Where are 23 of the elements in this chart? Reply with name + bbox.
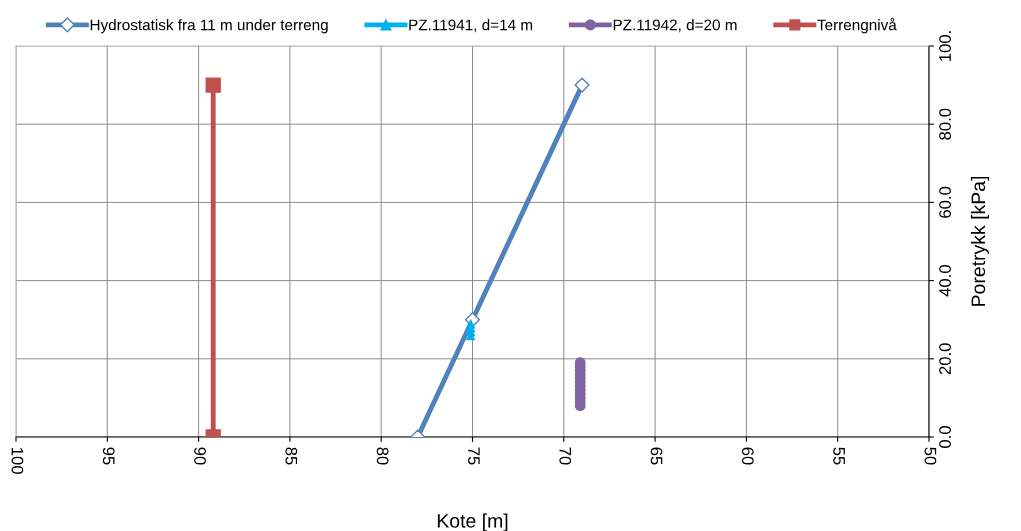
- x-tick-label: 60: [741, 447, 754, 465]
- y-axis-title: Poretrykk [kPa]: [970, 176, 990, 306]
- y-tick-label: 60.0: [939, 186, 951, 218]
- x-tick-label: 100: [11, 447, 24, 474]
- x-tick-label: 70: [559, 447, 572, 465]
- x-tick-label: 50: [924, 447, 937, 465]
- y-tick-label: 20.0: [939, 343, 951, 375]
- x-tick-label: 75: [468, 447, 480, 465]
- legend-label: Hydrostatisk fra 11 m under terreng: [90, 19, 328, 34]
- x-tick-label: 90: [194, 447, 206, 465]
- y-tick-label: 0.0: [939, 426, 951, 448]
- x-axis-title: Kote [m]: [437, 513, 508, 531]
- y-tick-label: 80.0: [939, 108, 951, 140]
- y-tick-label: 100.: [939, 31, 951, 61]
- y-tick-label: 40.0: [939, 265, 951, 297]
- x-tick-label: 95: [102, 447, 115, 465]
- x-tick-label: 85: [285, 447, 298, 465]
- x-tick-label: 80: [376, 447, 389, 465]
- legend-label: PZ.11942, d=20 m: [613, 19, 737, 33]
- legend-label: PZ.11941, d=14 m: [409, 19, 533, 33]
- x-tick-label: 55: [833, 447, 845, 465]
- x-tick-label: 65: [650, 447, 663, 465]
- legend-label: Terrengnivå: [817, 17, 897, 34]
